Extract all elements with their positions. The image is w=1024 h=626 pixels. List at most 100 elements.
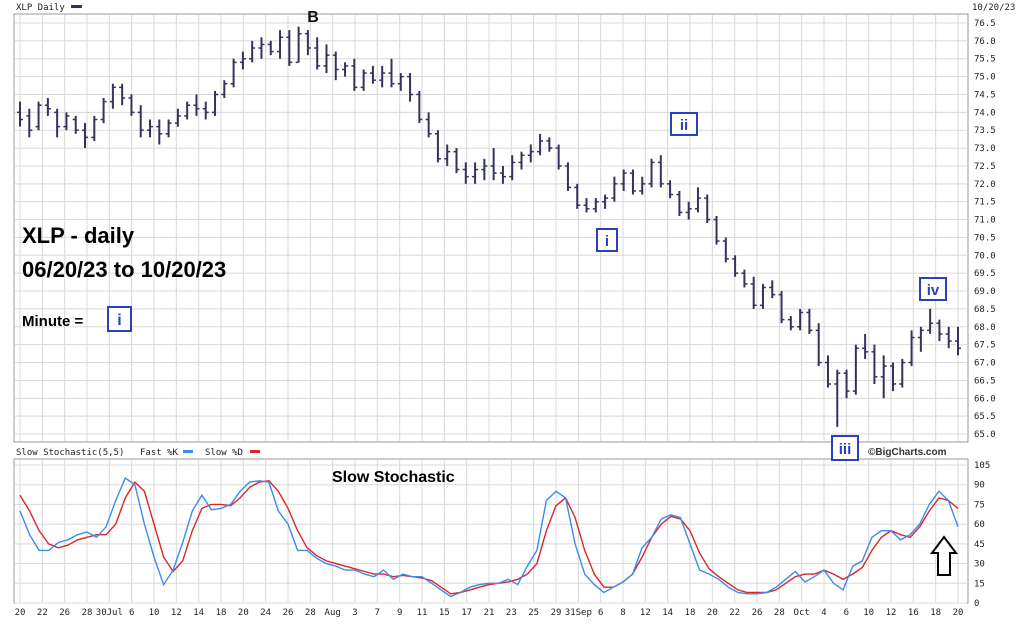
ohlc-bar (509, 155, 516, 181)
up-arrow-icon (930, 535, 958, 576)
date-tick-label: 20 (15, 608, 26, 618)
wave-iii-label: iii (839, 441, 852, 458)
ohlc-bar (574, 183, 581, 209)
ohlc-bar (44, 98, 51, 116)
ohlc-bar (63, 112, 70, 131)
ohlc-bar (815, 323, 822, 367)
date-tick-label: 30Jul (96, 608, 123, 618)
date-tick-label: 28 (305, 608, 316, 618)
ohlc-bar (156, 119, 163, 145)
date-tick-label: 3 (352, 608, 357, 618)
ohlc-bar (147, 119, 154, 138)
fast-k-line (19, 477, 959, 598)
ohlc-bar (657, 155, 664, 188)
price-tick-label: 72.5 (974, 162, 996, 172)
date-tick-label: 18 (685, 608, 696, 618)
fast-label: Fast %K (140, 448, 179, 458)
ohlc-bar (741, 269, 748, 288)
ohlc-bar (100, 98, 107, 124)
ohlc-bar (917, 326, 924, 352)
price-tick-label: 67.0 (974, 359, 996, 369)
price-tick-label: 73.5 (974, 126, 996, 136)
date-tick-label: 17 (461, 608, 472, 618)
ohlc-bar (880, 355, 887, 399)
date-tick-label: 9 (397, 608, 402, 618)
stochastic-tick-label: 45 (974, 540, 985, 550)
date-tick-label: 28 (82, 608, 93, 618)
ohlc-bar (407, 73, 414, 102)
ohlc-bar (676, 190, 683, 216)
ohlc-bar (72, 115, 79, 134)
price-panel-frame (13, 13, 969, 443)
date-tick-label: 11 (417, 608, 428, 618)
date-tick-label: 21 (484, 608, 495, 618)
date-tick-label: 8 (620, 608, 625, 618)
ohlc-bar (165, 119, 172, 138)
date-tick-label: 10 (149, 608, 160, 618)
wave-i-box (596, 228, 618, 252)
fast-legend-swatch (183, 450, 193, 453)
ohlc-bar (592, 198, 599, 213)
date-tick-label: 22 (729, 608, 740, 618)
date-tick-label: 15 (439, 608, 450, 618)
ohlc-bar (927, 308, 934, 334)
price-tick-label: 70.5 (974, 233, 996, 243)
ohlc-bar (769, 280, 776, 299)
wave-iii-box (831, 435, 859, 461)
date-tick-label: 7 (375, 608, 380, 618)
ohlc-bar (481, 158, 488, 181)
date-tick-label: 26 (752, 608, 763, 618)
date-tick-label: 10 (863, 608, 874, 618)
ohlc-bar (277, 30, 284, 59)
ohlc-bar (750, 276, 757, 309)
stochastic-axis: 105 90 75 60 45 30 15 0 (974, 461, 990, 609)
ohlc-bar (629, 169, 636, 195)
ohlc-bar (202, 101, 209, 120)
ohlc-bar (639, 176, 646, 195)
minute-box-label: i (117, 312, 121, 329)
price-tick-label: 65.5 (974, 412, 996, 422)
slow-legend-swatch (250, 450, 260, 453)
ohlc-bar (527, 144, 534, 163)
date-axis: 20 22 26 28 30Jul 6 10 12 14 18 20 24 26 28 Aug 3 7 9 11 15… (15, 608, 964, 618)
date-tick-label: 24 (260, 608, 271, 618)
ohlc-bar (806, 308, 813, 334)
ohlc-bar (397, 73, 404, 91)
price-tick-label: 75.0 (974, 73, 996, 83)
wave-ii-label: ii (680, 117, 688, 134)
price-tick-label: 67.5 (974, 341, 996, 351)
stochastic-tick-label: 90 (974, 481, 985, 491)
ohlc-bar (35, 101, 42, 131)
ohlc-bar (388, 58, 395, 88)
ohlc-bar (360, 69, 367, 91)
ohlc-bar (862, 333, 869, 359)
ohlc-bar (453, 148, 460, 174)
ohlc-bar (193, 94, 200, 116)
ohlc-bar (843, 369, 850, 399)
price-tick-label: 74.0 (974, 108, 996, 118)
price-tick-label: 75.5 (974, 55, 996, 65)
ohlc-bar (602, 194, 609, 209)
price-tick-label: 69.0 (974, 287, 996, 297)
ohlc-bar (518, 151, 525, 170)
price-tick-label: 65.0 (974, 430, 996, 440)
price-tick-label: 73.0 (974, 144, 996, 154)
ohlc-bar (648, 158, 655, 188)
ohlc-bar (778, 291, 785, 324)
ohlc-bar (537, 133, 544, 156)
ohlc-bar (342, 62, 349, 77)
date-tick-label: 12 (886, 608, 897, 618)
price-axis: 76.5 76.0 75.5 75.0 74.5 74.0 73.5 73.0 72.5 72.0… (974, 19, 996, 440)
date-tick-label: 14 (662, 608, 673, 618)
ohlc-bar (945, 326, 952, 349)
ohlc-bar (490, 148, 497, 181)
ohlc-bar (82, 123, 89, 149)
credit-label: ©BigCharts.com (868, 447, 947, 458)
price-tick-label: 71.0 (974, 216, 996, 226)
date-tick-label: 6 (844, 608, 849, 618)
price-tick-label: 69.5 (974, 269, 996, 279)
ohlc-bar (722, 237, 729, 263)
ohlc-bar (314, 37, 321, 70)
ohlc-bar (26, 108, 33, 138)
